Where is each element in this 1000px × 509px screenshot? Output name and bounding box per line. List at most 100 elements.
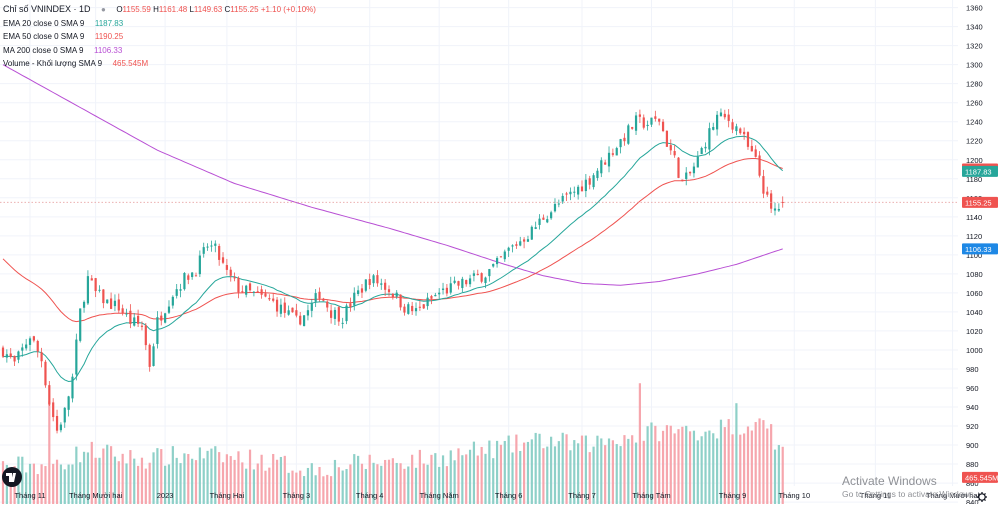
x-tick-label: Tháng Năm	[420, 491, 459, 500]
volume-bar	[696, 440, 699, 504]
candle	[241, 291, 244, 293]
price-tag[interactable]	[962, 196, 998, 208]
candle	[326, 301, 329, 308]
ma200-line	[2, 64, 783, 286]
gear-tooth	[978, 498, 981, 501]
candle	[488, 269, 491, 277]
volume-bar	[357, 455, 360, 504]
candle	[322, 298, 325, 301]
candle	[183, 272, 186, 290]
price-tag[interactable]	[962, 243, 998, 255]
candle	[140, 325, 144, 327]
y-tick-label: 880	[966, 460, 979, 469]
ema20-label: EMA 20 close 0 SMA 9	[3, 18, 85, 28]
y-tick-label: 1140	[966, 213, 982, 222]
volume-bar	[716, 438, 719, 504]
volume-bar	[218, 452, 221, 504]
candle	[109, 298, 113, 309]
candle	[302, 315, 306, 327]
volume-bar	[519, 450, 522, 504]
volume-bar	[434, 453, 437, 504]
volume-bar	[488, 440, 491, 504]
candle	[44, 361, 47, 386]
symbol-title[interactable]: Chỉ số VNINDEX · 1D	[3, 4, 91, 14]
volume-bar	[353, 454, 356, 504]
candle	[376, 275, 379, 284]
ohlc-high-label: H	[153, 5, 159, 14]
volume-bar	[21, 456, 24, 504]
candle	[187, 275, 190, 280]
candle	[743, 131, 746, 135]
candle	[712, 127, 715, 130]
volume-bar	[1, 461, 5, 504]
ohlc-low: 1149.63	[193, 5, 223, 14]
volume-bar	[225, 454, 228, 504]
candle	[310, 302, 313, 311]
volume-bar	[330, 476, 333, 504]
ema50-value: 1190.25	[94, 32, 124, 41]
volume-bar	[318, 466, 321, 504]
volume-bar	[275, 459, 279, 504]
volume-bar	[106, 444, 109, 504]
candle	[206, 246, 209, 248]
volume-bar	[129, 450, 132, 504]
candle	[364, 279, 367, 291]
legend-ema50-row[interactable]: EMA 50 close 0 SMA 9 1190.25	[3, 30, 316, 44]
candle	[422, 304, 425, 309]
price-tag[interactable]	[962, 471, 998, 483]
candle	[133, 317, 136, 326]
ohlc-low-label: L	[189, 5, 194, 14]
ohlc-high: 1161.48	[158, 5, 188, 14]
candle	[685, 172, 688, 179]
legend-ema20-row[interactable]: EMA 20 close 0 SMA 9 1187.83	[3, 17, 316, 31]
volume-bar	[592, 446, 595, 504]
y-tick-label: 840	[966, 498, 979, 504]
volume-bar	[712, 433, 715, 504]
gear-tooth	[983, 493, 986, 496]
y-tick-label: 1200	[966, 156, 983, 165]
legend-ma200-row[interactable]: MA 200 close 0 SMA 9 1106.33	[3, 44, 316, 58]
candle	[688, 171, 692, 174]
candle	[25, 344, 28, 349]
volume-bar	[654, 425, 657, 504]
volume-bar	[349, 464, 352, 504]
candle	[372, 275, 375, 284]
candle	[414, 308, 418, 312]
candle	[438, 292, 441, 295]
volume-bar	[152, 452, 155, 504]
legend-volume-row[interactable]: Volume - Khối lượng SMA 9 465.545M	[3, 57, 316, 71]
candle	[113, 300, 117, 307]
candle	[507, 247, 510, 251]
volume-bar	[557, 441, 560, 504]
candle	[573, 191, 576, 193]
candle	[723, 113, 726, 118]
candle	[719, 112, 723, 117]
candle	[561, 195, 564, 202]
price-tag[interactable]	[962, 165, 998, 177]
volume-bar	[32, 463, 35, 504]
candle	[773, 208, 777, 211]
y-tick-label: 1060	[966, 289, 983, 298]
volume-bar	[681, 426, 684, 504]
settings-gear-icon[interactable]	[977, 492, 987, 502]
candle	[384, 282, 387, 290]
candle	[248, 283, 252, 291]
volume-bar	[569, 450, 572, 504]
logo-mark	[6, 473, 16, 482]
volume-bar	[611, 440, 614, 504]
candle	[5, 354, 8, 358]
candle	[279, 304, 283, 314]
volume-bar	[337, 467, 340, 504]
volume-value: 465.545M	[112, 59, 149, 68]
candle	[762, 176, 765, 194]
volume-bar	[283, 455, 286, 504]
volume-bar	[248, 449, 252, 504]
candle	[28, 338, 32, 345]
activate-windows-watermark: Activate Windows Go to Settings to activ…	[842, 474, 976, 499]
volume-bar	[669, 425, 672, 504]
volume-bar	[553, 446, 557, 504]
tradingview-logo-icon[interactable]	[2, 467, 22, 487]
candle	[580, 186, 584, 192]
